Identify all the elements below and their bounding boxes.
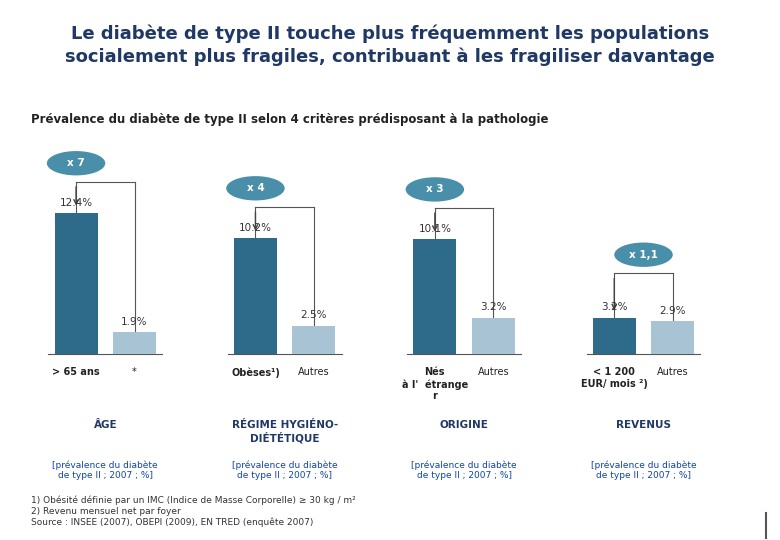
Bar	[651, 321, 694, 354]
Bar	[472, 318, 515, 354]
Text: x 4: x 4	[246, 183, 264, 193]
Text: ORIGINE: ORIGINE	[440, 421, 488, 430]
Ellipse shape	[615, 242, 672, 267]
Text: > 65 ans: > 65 ans	[52, 367, 100, 377]
Text: 12.4%: 12.4%	[59, 198, 93, 207]
Ellipse shape	[47, 151, 105, 176]
Text: [prévalence du diabète
de type II ; 2007 ; %]: [prévalence du diabète de type II ; 2007…	[411, 460, 517, 480]
Text: 3.2%: 3.2%	[601, 302, 627, 312]
Text: ÂGE: ÂGE	[94, 421, 117, 430]
Text: x 7: x 7	[67, 158, 85, 168]
Text: 10.1%: 10.1%	[418, 224, 452, 234]
Bar	[292, 326, 335, 354]
Bar	[593, 318, 636, 354]
Text: Autres: Autres	[298, 367, 330, 377]
Text: x 1,1: x 1,1	[629, 249, 658, 260]
Text: Autres: Autres	[657, 367, 689, 377]
Text: Prévalence du diabète de type II selon 4 critères prédisposant à la pathologie: Prévalence du diabète de type II selon 4…	[31, 113, 548, 126]
Text: Autres: Autres	[477, 367, 509, 377]
Text: 1.9%: 1.9%	[122, 317, 147, 327]
Bar	[55, 213, 98, 354]
Text: Nés
à l'  étrange
r: Nés à l' étrange r	[402, 367, 468, 401]
Text: REVENUS: REVENUS	[616, 421, 671, 430]
Text: 2.9%: 2.9%	[660, 306, 686, 316]
Text: x 3: x 3	[426, 185, 444, 194]
Text: [prévalence du diabète
de type II ; 2007 ; %]: [prévalence du diabète de type II ; 2007…	[232, 460, 338, 480]
Ellipse shape	[226, 176, 285, 200]
Text: < 1 200
EUR/ mois ²): < 1 200 EUR/ mois ²)	[581, 367, 647, 389]
Bar	[234, 238, 277, 354]
Text: 3.2%: 3.2%	[480, 302, 506, 312]
Text: 2.5%: 2.5%	[301, 310, 327, 320]
Text: Obèses¹): Obèses¹)	[231, 367, 280, 378]
Text: [prévalence du diabète
de type II ; 2007 ; %]: [prévalence du diabète de type II ; 2007…	[52, 460, 158, 480]
Ellipse shape	[406, 177, 464, 201]
Text: 10.2%: 10.2%	[239, 222, 272, 233]
Text: [prévalence du diabète
de type II ; 2007 ; %]: [prévalence du diabète de type II ; 2007…	[590, 460, 697, 480]
Text: RÉGIME HYGIÉNO-
DIÉTÉTIQUE: RÉGIME HYGIÉNO- DIÉTÉTIQUE	[232, 421, 338, 444]
Text: Le diabète de type II touche plus fréquemment les populations
socialement plus f: Le diabète de type II touche plus fréque…	[65, 25, 715, 66]
Text: 1) Obésité définie par un IMC (Indice de Masse Corporelle) ≥ 30 kg / m²
2) Reven: 1) Obésité définie par un IMC (Indice de…	[31, 496, 356, 526]
Text: *: *	[132, 367, 137, 377]
Bar	[413, 239, 456, 354]
Bar	[113, 333, 156, 354]
